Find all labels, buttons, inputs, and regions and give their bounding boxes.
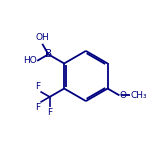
Text: CH₃: CH₃ xyxy=(130,91,147,100)
Text: F: F xyxy=(35,103,40,112)
Text: B: B xyxy=(45,49,52,59)
Text: OH: OH xyxy=(35,33,49,42)
Text: F: F xyxy=(47,108,52,117)
Text: O: O xyxy=(120,91,127,100)
Text: F: F xyxy=(35,82,40,91)
Text: HO: HO xyxy=(23,56,36,65)
